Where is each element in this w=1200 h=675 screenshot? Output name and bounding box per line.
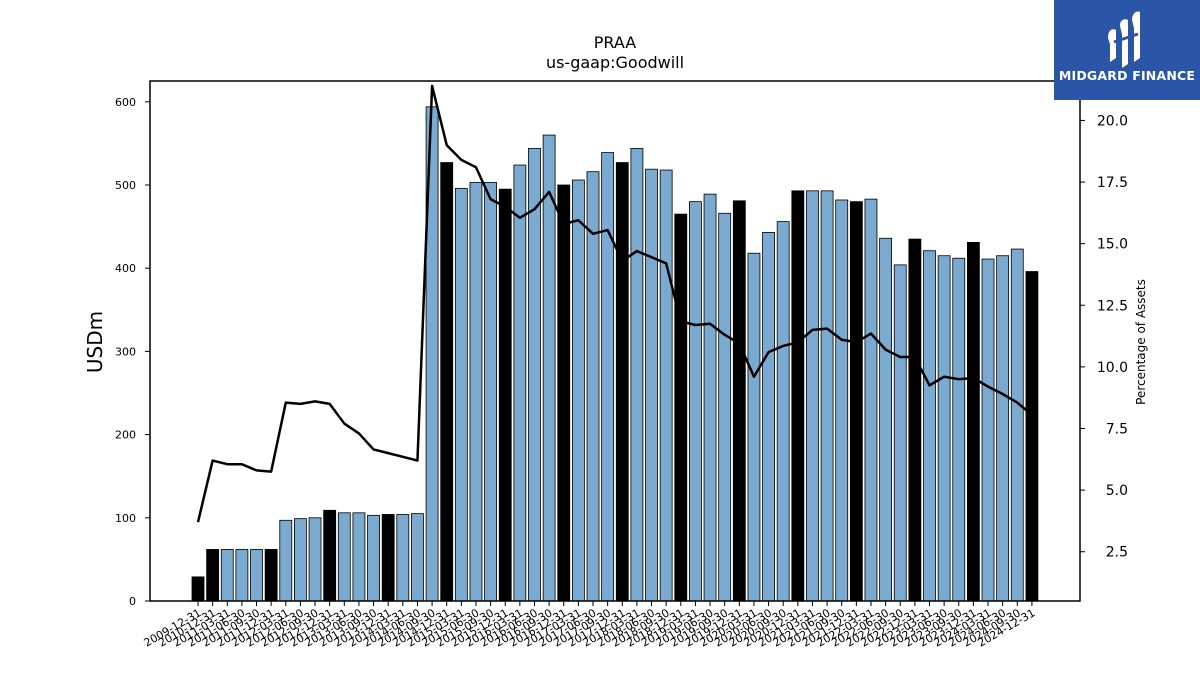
- bar: [1025, 271, 1039, 602]
- bar: [659, 169, 673, 602]
- bar: [571, 179, 585, 602]
- y-tick-label: 200: [115, 429, 136, 442]
- y-tick-label: 500: [115, 179, 136, 192]
- bar: [542, 134, 556, 602]
- bar: [937, 255, 951, 602]
- y-tick-label: 600: [115, 96, 136, 109]
- bar: [191, 576, 205, 602]
- bar: [557, 184, 571, 602]
- y2-tick-label: 17.5: [1097, 175, 1128, 191]
- bar: [250, 549, 263, 602]
- y-tick-label: 300: [115, 345, 136, 358]
- bar: [893, 264, 907, 602]
- bar: [630, 147, 644, 602]
- chart-subtitle: us-gaap:Goodwill: [546, 53, 684, 72]
- percentage-line: [196, 84, 1033, 523]
- bar: [323, 509, 337, 602]
- bar: [469, 182, 483, 602]
- bar: [235, 549, 249, 602]
- y2-tick-label: 5.0: [1106, 483, 1128, 499]
- y-tick-label: 400: [115, 262, 136, 275]
- bar: [923, 250, 936, 602]
- logo-text: MIDGARD FINANCE: [1058, 68, 1196, 83]
- bar: [645, 168, 658, 602]
- bar: [586, 171, 600, 602]
- bar: [703, 193, 717, 602]
- y2-tick-label: 7.5: [1106, 421, 1128, 437]
- bar: [454, 187, 468, 602]
- bar: [820, 190, 834, 602]
- bar: [264, 549, 278, 602]
- bar: [352, 512, 366, 602]
- bar: [411, 513, 424, 602]
- y2-tick-label: 12.5: [1097, 298, 1128, 314]
- bar: [952, 257, 966, 602]
- bar: [762, 232, 775, 602]
- chart-title: PRAA: [594, 33, 637, 52]
- bar: [849, 201, 863, 602]
- y2-axis-label: Percentage of Assets: [1134, 279, 1148, 405]
- bar: [206, 549, 220, 602]
- bar: [367, 514, 380, 602]
- bar: [747, 252, 761, 602]
- bar: [396, 514, 410, 602]
- bar: [498, 188, 512, 602]
- bar: [835, 199, 849, 602]
- bar: [279, 519, 293, 602]
- bar: [981, 258, 995, 602]
- bar: [484, 182, 498, 602]
- bar: [718, 212, 732, 602]
- y-tick-label: 100: [115, 512, 136, 525]
- bar: [732, 200, 746, 602]
- bar: [294, 518, 307, 602]
- midgard-logo-icon: [1108, 11, 1140, 68]
- bar: [528, 147, 541, 602]
- bar: [308, 517, 322, 602]
- bar: [996, 255, 1010, 602]
- bar: [776, 221, 790, 602]
- bar: [879, 237, 893, 602]
- bar: [220, 549, 234, 602]
- y-tick-label: 0: [129, 595, 136, 608]
- plot-area: 0 100 200 300 400 500 600 2.5 5.0 7.5 10.0 12.5 15.0…: [115, 80, 1128, 650]
- bar: [615, 162, 629, 602]
- bar: [908, 238, 922, 602]
- bar: [689, 201, 702, 602]
- bar: [337, 512, 351, 602]
- bar: [966, 242, 980, 602]
- bar: [440, 162, 454, 602]
- bar: [806, 190, 819, 602]
- y2-tick-label: 10.0: [1097, 360, 1128, 376]
- plot-frame: [149, 80, 1081, 602]
- y2-tick-label: 20.0: [1097, 113, 1128, 129]
- bar: [674, 213, 688, 602]
- bar: [1010, 248, 1024, 602]
- bar: [791, 190, 805, 602]
- bar: [601, 152, 615, 602]
- midgard-finance-logo: MIDGARD FINANCE: [1054, 0, 1200, 100]
- y2-tick-label: 2.5: [1106, 545, 1128, 561]
- bar: [864, 198, 878, 602]
- y2-tick-label: 15.0: [1097, 237, 1128, 253]
- y-axis-label: USDm: [83, 311, 107, 373]
- bar: [381, 514, 395, 602]
- bar: [513, 164, 527, 602]
